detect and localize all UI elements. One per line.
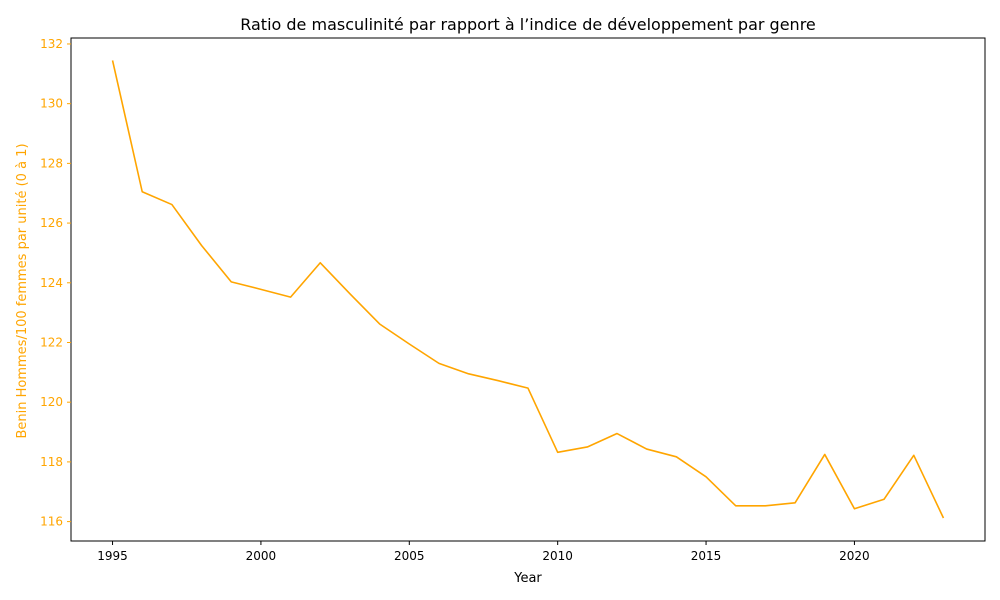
x-tick-label: 2010 [542, 549, 573, 563]
y-tick-label: 132 [40, 37, 63, 51]
y-tick-label: 120 [40, 395, 63, 409]
y-tick-label: 118 [40, 455, 63, 469]
x-tick-label: 2000 [246, 549, 277, 563]
plot-area: 1995 2000 2005 2010 2015 2020 116 118 120 122 124 1… [40, 37, 986, 563]
plot-frame [70, 37, 986, 542]
y-tick-label: 128 [40, 156, 63, 170]
series-line-0 [111, 60, 945, 519]
x-tick-label: 2015 [691, 549, 722, 563]
y-tick-label: 116 [40, 515, 63, 529]
x-tick-label: 2020 [839, 549, 870, 563]
y-axis-label: Benin Hommes/100 femmes par unité (0 à 1… [15, 143, 30, 438]
y-tick-label: 122 [40, 335, 63, 349]
y-tick-label: 130 [40, 97, 63, 111]
x-axis-label: Year [513, 571, 542, 586]
y-tick-label: 124 [40, 276, 63, 290]
y-tick-label: 126 [40, 216, 63, 230]
chart-title: Ratio de masculinité par rapport à l’ind… [240, 15, 816, 34]
x-tick-label: 2005 [394, 549, 425, 563]
x-tick-label: 1995 [97, 549, 128, 563]
